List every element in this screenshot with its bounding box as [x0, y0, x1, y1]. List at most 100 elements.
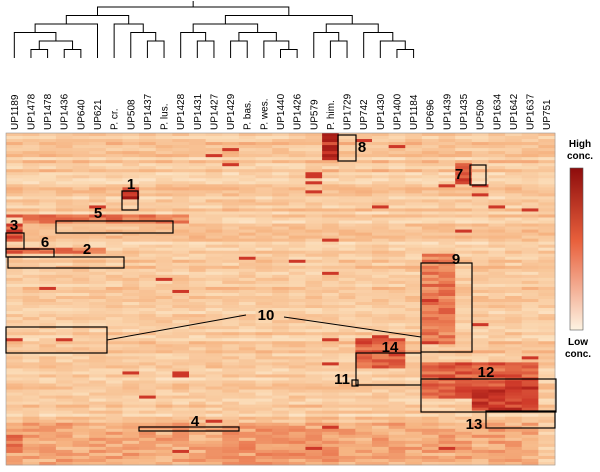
heatmap-cell [205, 271, 223, 276]
heatmap-cell [322, 217, 340, 221]
heatmap-cell [89, 283, 107, 288]
heatmap-cell [55, 407, 73, 412]
heatmap-cell [122, 268, 140, 273]
heatmap-cell [272, 314, 290, 318]
heatmap-cell [488, 416, 506, 421]
heatmap-cell [238, 172, 256, 176]
heatmap-cell [438, 302, 456, 306]
heatmap-cell [388, 311, 406, 315]
heatmap-cell [89, 286, 107, 291]
heatmap-cell [521, 311, 539, 315]
heatmap-cell [521, 407, 539, 412]
heatmap-cell [505, 202, 523, 206]
heatmap-cell [322, 292, 340, 297]
heatmap-cell [222, 362, 240, 366]
heatmap-cell [189, 214, 207, 218]
heatmap-cell [105, 157, 123, 161]
heatmap-cell [222, 392, 240, 396]
heatmap-cell [372, 244, 390, 249]
heatmap-cell [338, 425, 356, 430]
heatmap-cell [122, 410, 140, 415]
heatmap-cell [39, 311, 57, 315]
heatmap-cell [405, 410, 423, 415]
heatmap-cell [105, 305, 123, 309]
heatmap-cell [6, 407, 24, 412]
heatmap-cell [105, 449, 123, 454]
heatmap-cell [372, 193, 390, 197]
heatmap-cell [55, 299, 73, 303]
heatmap-cell [55, 247, 73, 252]
heatmap-cell [238, 268, 256, 273]
heatmap-cell [189, 356, 207, 360]
heatmap-cell [338, 196, 356, 200]
heatmap-cell [39, 145, 57, 149]
heatmap-cell [405, 335, 423, 339]
heatmap-cell [388, 308, 406, 312]
heatmap-cell [438, 443, 456, 448]
heatmap-cell [538, 265, 556, 270]
heatmap-cell [488, 419, 506, 424]
heatmap-cell [205, 133, 223, 137]
heatmap-cell [471, 413, 489, 418]
dendrogram-branch [192, 23, 259, 33]
heatmap-cell [205, 220, 223, 224]
heatmap-cell [6, 305, 24, 309]
heatmap-cell [122, 226, 140, 230]
heatmap-cell [22, 365, 40, 369]
heatmap-cell [372, 407, 390, 412]
heatmap-cell [6, 317, 24, 321]
heatmap-cell [122, 139, 140, 143]
heatmap-cell [105, 461, 123, 466]
heatmap-cell [89, 428, 107, 433]
heatmap-cell [488, 256, 506, 261]
heatmap-cell [255, 148, 273, 152]
heatmap-cell [421, 271, 439, 276]
dendrogram-branch [196, 40, 215, 58]
heatmap-cell [488, 383, 506, 387]
heatmap-cell [471, 253, 489, 258]
heatmap-cell [55, 211, 73, 215]
heatmap-cell [255, 302, 273, 306]
cluster-box [469, 164, 487, 186]
heatmap-cell [205, 302, 223, 306]
heatmap-cell [372, 205, 390, 209]
heatmap-cell [22, 259, 40, 264]
heatmap-cell [155, 157, 173, 161]
heatmap-cell [222, 271, 240, 276]
heatmap-cell [488, 407, 506, 412]
heatmap-cell [205, 208, 223, 212]
heatmap-cell [521, 386, 539, 390]
heatmap-cell [455, 172, 473, 176]
heatmap-cell [72, 404, 90, 409]
heatmap-cell [322, 271, 340, 276]
heatmap-cell [222, 359, 240, 363]
heatmap-cell [322, 371, 340, 375]
heatmap-cell [205, 166, 223, 170]
heatmap-cell [471, 151, 489, 155]
cluster-label: 10 [258, 307, 275, 324]
heatmap-cell [172, 365, 190, 369]
heatmap-cell [122, 398, 140, 403]
heatmap-cell [538, 163, 556, 167]
heatmap-cell [222, 443, 240, 448]
heatmap-cell [521, 247, 539, 252]
heatmap-cell [205, 211, 223, 215]
heatmap-cell [372, 365, 390, 369]
column-label: P. lus. [160, 104, 171, 131]
heatmap-cell [388, 425, 406, 430]
heatmap-cell [505, 169, 523, 173]
heatmap-cell [388, 413, 406, 418]
heatmap-cell [471, 326, 489, 330]
heatmap-cell [272, 295, 290, 300]
heatmap-cell [538, 353, 556, 357]
heatmap-cell [155, 295, 173, 300]
heatmap-cell [305, 256, 323, 261]
heatmap-cell [55, 410, 73, 415]
heatmap-cell [6, 220, 24, 224]
heatmap-cell [471, 256, 489, 261]
heatmap-cell [372, 332, 390, 336]
heatmap-cell [222, 280, 240, 285]
heatmap-cell [488, 193, 506, 197]
heatmap-cell [272, 365, 290, 369]
